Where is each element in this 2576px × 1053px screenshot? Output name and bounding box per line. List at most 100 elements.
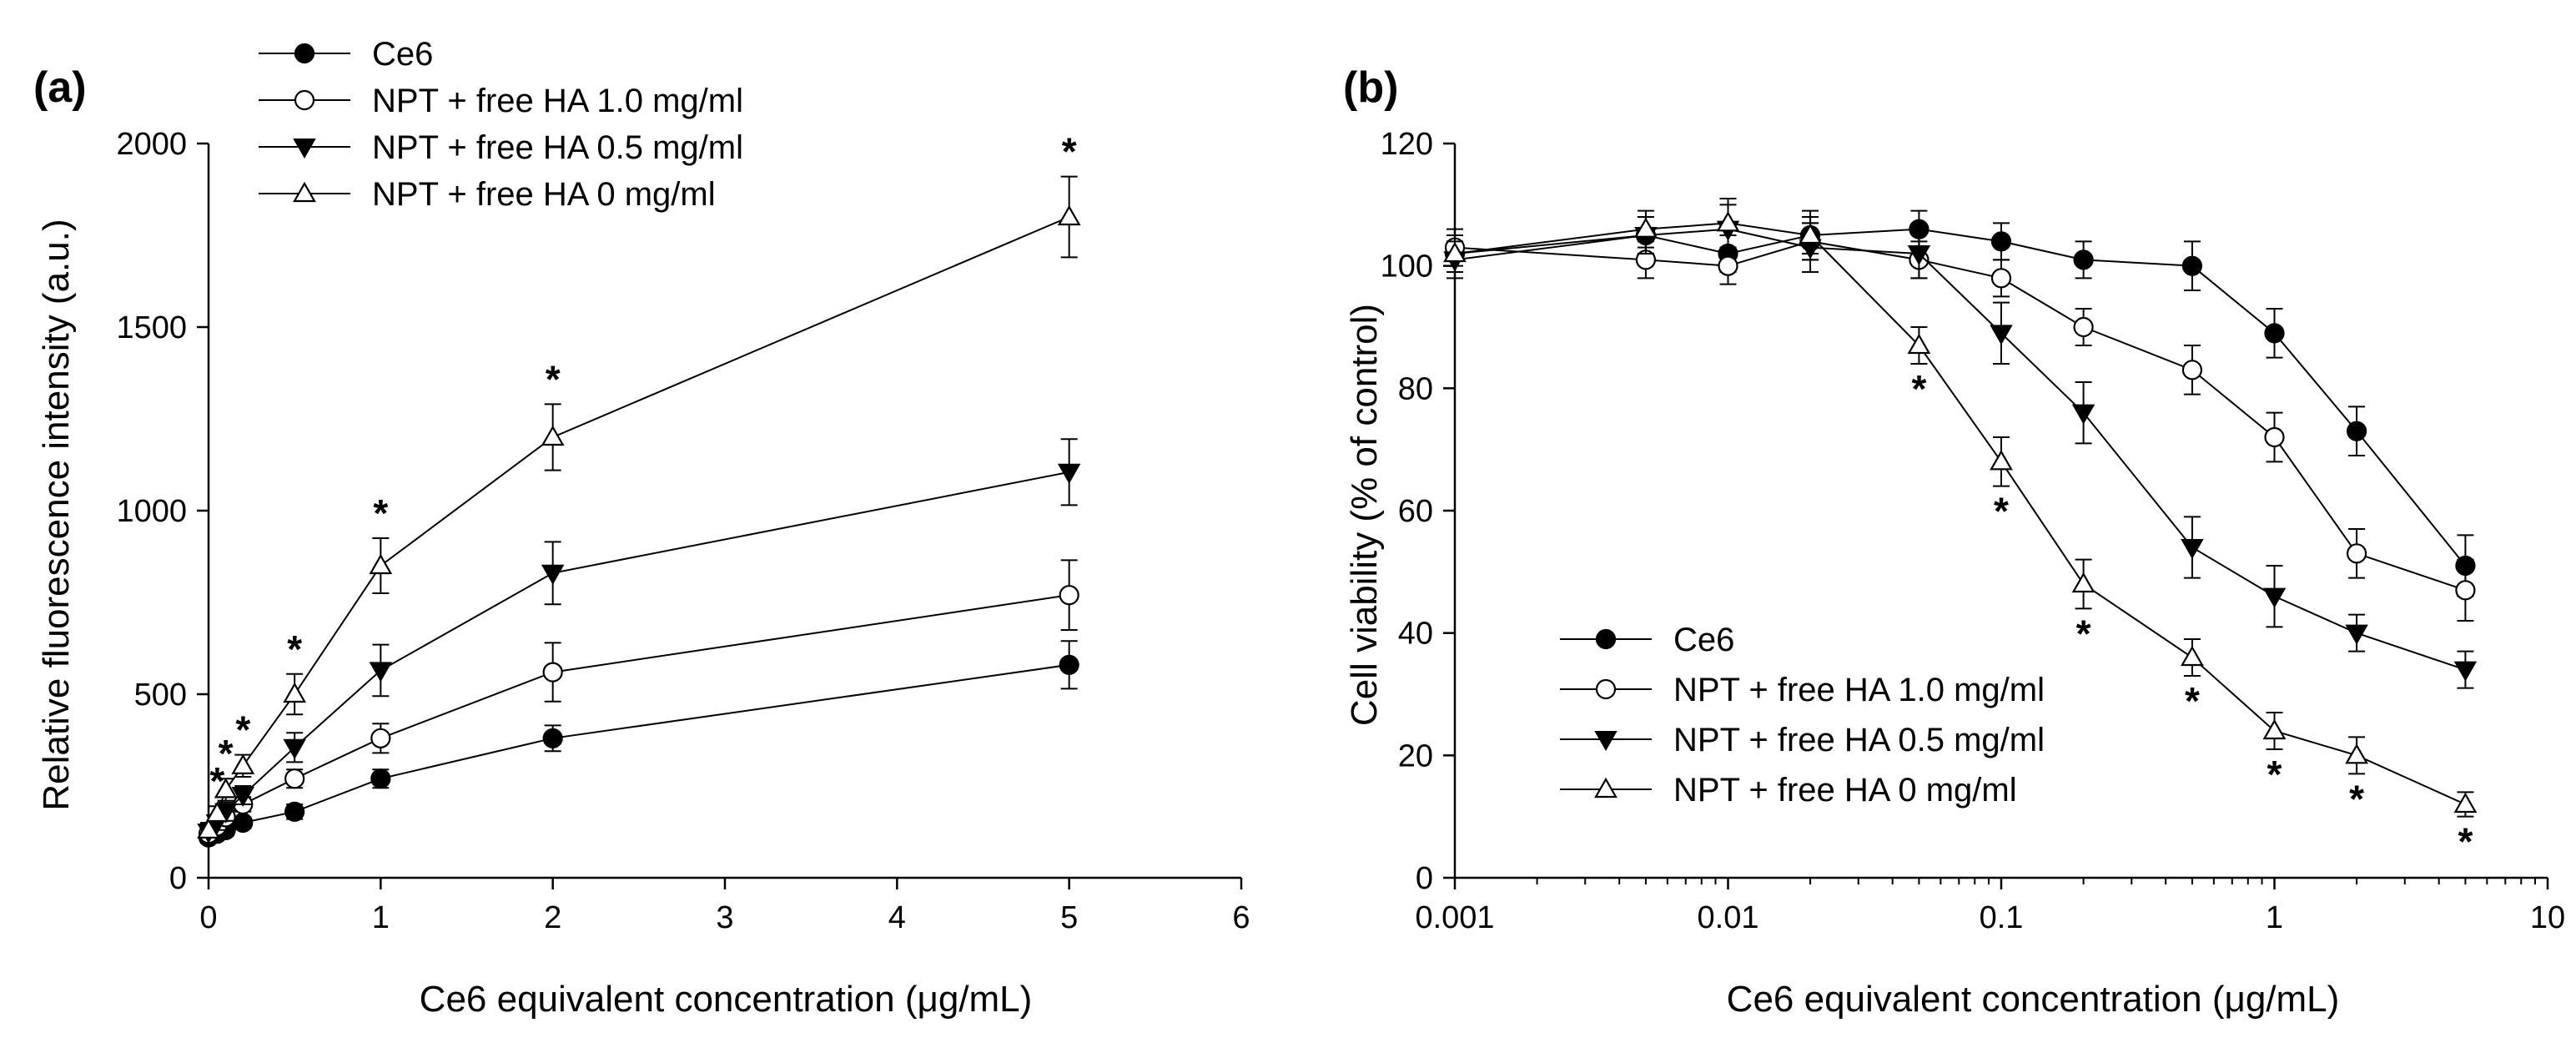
b-significance-star: * [2076,612,2091,655]
a-data-point [541,425,565,446]
b-legend-marker [1594,777,1618,799]
a-significance-star: * [219,732,234,775]
b-legend-marker [1595,678,1617,700]
b-data-point [1907,245,1931,266]
b-x-tick-label: 1 [2266,900,2283,935]
b-legend-item-npt-free-ha-1-0-mg-ml: NPT + free HA 1.0 mg/ml [1560,672,2045,708]
b-data-point [2262,718,2287,740]
b-y-tick-label: 120 [1381,127,1433,162]
a-data-point [231,787,254,808]
b-legend-label: NPT + free HA 0 mg/ml [1673,772,2017,809]
b-significance-star: * [2267,753,2282,796]
b-significance-star: * [2349,777,2364,820]
b-data-point [2453,661,2478,682]
b-x-tick-label: 10 [2530,900,2565,935]
a-legend-label: NPT + free HA 0.5 mg/ml [372,129,743,166]
a-series-line [208,663,1069,839]
a-series-npt-free-ha-1-0-mg-ml [198,559,1079,844]
b-y-tick-label: 80 [1398,371,1433,406]
b-data-point [1990,450,2013,471]
a-legend-marker [294,89,315,111]
b-x-tick-label: 0.01 [1698,900,1759,935]
a-y-tick-label: 1000 [116,494,187,529]
a-data-point [197,818,220,839]
b-x-tick-label: 0.1 [1980,900,2024,935]
panel-a-label: (a) [33,63,87,112]
b-data-point [2181,255,2203,276]
b-series-line [1454,228,2466,671]
b-data-point [1716,211,1740,232]
b-data-point [2071,572,2096,593]
a-legend-marker [293,139,316,159]
panel-a-x-axis-title: Ce6 equivalent concentration (μg/mL) [420,979,1033,1020]
b-data-point [2346,421,2367,441]
a-legend-label: NPT + free HA 0 mg/ml [372,176,716,213]
a-series-line [208,216,1070,831]
b-series-npt-free-ha-0-5-mg-ml [1443,204,2478,689]
a-legend-label: NPT + free HA 1.0 mg/ml [372,83,743,119]
b-y-tick-label: 40 [1398,617,1433,652]
a-data-point [369,553,393,575]
b-data-point [2073,249,2094,270]
a-significance-star: * [1062,130,1077,174]
a-legend-item-npt-free-ha-0-mg-ml: NPT + free HA 0 mg/ml [259,176,716,213]
a-series-ce6 [198,640,1079,848]
a-series-npt-free-ha-0-mg-ml [197,175,1081,839]
b-data-point [2181,539,2204,560]
a-data-point [284,801,305,822]
b-legend-marker [1595,628,1617,650]
b-data-point [1718,255,1738,276]
b-data-point [2345,743,2368,764]
a-data-point [233,812,254,834]
b-data-point [1443,241,1467,263]
b-data-point [2181,360,2203,380]
a-data-point [1057,463,1081,484]
b-legend-item-ce6: Ce6 [1560,622,1734,658]
b-data-point [2453,792,2478,814]
a-data-point [284,768,305,789]
a-data-point [205,801,229,823]
b-data-point [1990,268,2012,289]
a-data-point [542,728,563,748]
a-data-point [1057,204,1081,226]
panel-b-legend: Ce6 NPT + free HA 1.0 mg/ml NPT + free HA … [1560,622,2045,809]
a-significance-star: * [209,759,224,803]
panel-a-series-group [197,175,1081,848]
a-significance-star: * [287,627,302,671]
b-y-tick-label: 60 [1398,494,1433,529]
b-data-point [2264,323,2285,344]
panel-b-significance-group: * * * * * * * [1911,367,2473,864]
panel-a-significance-group: ******* [209,130,1076,804]
a-data-point [542,662,563,683]
b-data-point [1990,231,2012,252]
panel-a-y-axis-title: Relative fluorescence intensity (a.u.) [36,219,77,810]
b-series-npt-free-ha-1-0-mg-ml [1444,222,2476,622]
b-series-line [1454,222,2466,805]
panel-b-axes: 0 20 40 60 80 100 120 0.001 0.01 0.1 1 10 [1381,127,2566,935]
a-data-point [283,682,307,703]
a-x-tick-label: 5 [1060,900,1078,935]
a-x-tick-label: 1 [372,900,390,935]
b-data-point [1799,223,1822,244]
a-significance-star: * [373,491,388,535]
b-legend-label: Ce6 [1673,622,1734,658]
panel-b-x-axis-title: Ce6 equivalent concentration (μg/mL) [1727,979,2340,1020]
a-data-point [1059,654,1079,675]
b-series-npt-free-ha-0-mg-ml [1443,198,2478,818]
a-x-tick-label: 3 [716,900,733,935]
a-legend-marker [293,181,316,203]
a-data-point [370,728,391,748]
b-legend-marker [1594,731,1618,752]
a-significance-star: * [235,708,250,752]
b-legend-label: NPT + free HA 1.0 mg/ml [1673,672,2045,708]
a-data-point [283,738,306,759]
b-data-point [2345,624,2368,645]
b-significance-star: * [2458,820,2473,864]
panel-b-y-axis-title: Cell viability (% of control) [1344,304,1385,726]
a-x-tick-label: 0 [199,900,217,935]
a-legend-item-npt-free-ha-0-5-mg-ml: NPT + free HA 0.5 mg/ml [259,129,743,166]
panel-b-series-group [1443,198,2478,818]
b-legend-label: NPT + free HA 0.5 mg/ml [1673,722,2045,758]
b-data-point [2264,426,2285,448]
